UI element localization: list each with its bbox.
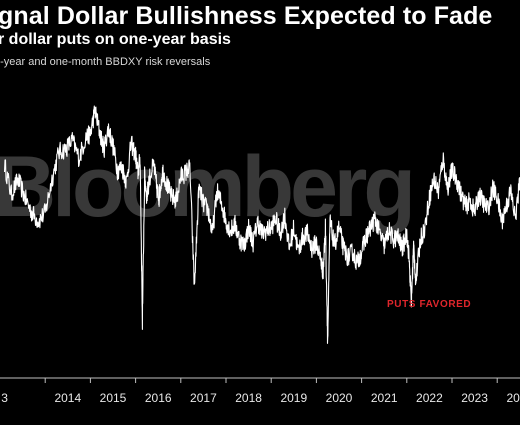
x-tick-label: 2021 (371, 391, 398, 405)
x-tick-label: 2018 (235, 391, 262, 405)
x-tick-label: 2020 (326, 391, 353, 405)
x-tick-label: 2015 (100, 391, 127, 405)
x-tick-label: 2017 (190, 391, 217, 405)
chart-title: ignal Dollar Bullishness Expected to Fad… (0, 2, 493, 30)
x-tick-label: 2014 (54, 391, 81, 405)
x-tick-layer: 3 2014 2015 2016 2017 2018 2019 2020 2021 2022 202… (1, 378, 520, 405)
x-tick-label: 2016 (145, 391, 172, 405)
series-layer (3, 105, 520, 344)
x-tick-label: 2019 (280, 391, 307, 405)
x-tick-label: 2023 (461, 391, 488, 405)
puts-favored-annotation: PUTS FAVORED (387, 299, 472, 310)
chart-subtitle: r dollar puts on one-year basis (0, 31, 231, 48)
series-line-0 (3, 105, 520, 344)
x-tick-label: 3 (1, 391, 8, 405)
x-tick-label: 2024 (506, 391, 520, 405)
legend-label: e-year and one-month BBDXY risk reversal… (0, 56, 211, 68)
x-tick-label: 2022 (416, 391, 443, 405)
